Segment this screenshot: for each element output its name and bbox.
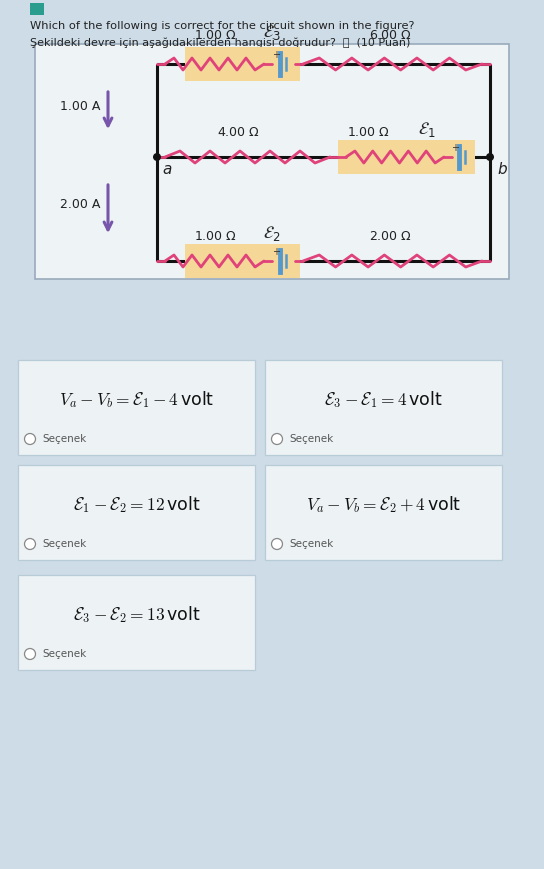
Text: Şekildeki devre için aşağıdakilerden hangisi doğrudur?  🖱  (10 Puan): Şekildeki devre için aşağıdakilerden han… (30, 37, 410, 48)
Bar (338, 140, 475, 174)
Text: $\mathcal{E}_2$: $\mathcal{E}_2$ (263, 224, 281, 243)
Text: 1.00 $\Omega$: 1.00 $\Omega$ (194, 230, 237, 243)
Circle shape (486, 153, 494, 161)
Text: $\mathcal{E}_3 - \mathcal{E}_1 = 4\,$volt: $\mathcal{E}_3 - \mathcal{E}_1 = 4\,$vol… (324, 389, 443, 410)
Circle shape (271, 434, 282, 445)
Text: Seçenek: Seçenek (42, 649, 86, 659)
Text: $V_a - V_b = \mathcal{E}_2 + 4\,$volt: $V_a - V_b = \mathcal{E}_2 + 4\,$volt (306, 494, 461, 515)
Bar (265, 465, 502, 560)
Text: a: a (162, 162, 171, 177)
Bar (35, 44, 509, 279)
Text: Seçenek: Seçenek (289, 539, 333, 549)
Text: $\mathcal{E}_1$: $\mathcal{E}_1$ (418, 120, 436, 139)
Text: 2.00 A: 2.00 A (60, 197, 100, 210)
Text: Seçenek: Seçenek (42, 434, 86, 444)
Text: 1.00 A: 1.00 A (60, 99, 100, 112)
Text: +: + (272, 247, 280, 257)
Text: 1.00 $\Omega$: 1.00 $\Omega$ (347, 126, 390, 139)
Text: Seçenek: Seçenek (289, 434, 333, 444)
Text: Which of the following is correct for the circuit shown in the figure?: Which of the following is correct for th… (30, 21, 415, 31)
Bar (18, 465, 255, 560)
Text: 1.00 $\Omega$: 1.00 $\Omega$ (194, 29, 237, 42)
Circle shape (271, 539, 282, 549)
Bar (185, 47, 300, 81)
Circle shape (24, 648, 35, 660)
Text: $V_a - V_b = \mathcal{E}_1 - 4\,$volt: $V_a - V_b = \mathcal{E}_1 - 4\,$volt (59, 389, 214, 410)
Bar (18, 575, 255, 670)
Bar (18, 360, 255, 455)
Text: 4.00 $\Omega$: 4.00 $\Omega$ (217, 126, 259, 139)
Bar (30, 3, 44, 15)
Text: $\mathcal{E}_3 - \mathcal{E}_2 = 13\,$volt: $\mathcal{E}_3 - \mathcal{E}_2 = 13\,$vo… (73, 605, 200, 626)
Circle shape (153, 153, 161, 161)
Text: b: b (497, 162, 506, 177)
Text: +: + (451, 143, 459, 153)
Text: +: + (272, 50, 280, 60)
Text: $\mathcal{E}_1 - \mathcal{E}_2 = 12\,$volt: $\mathcal{E}_1 - \mathcal{E}_2 = 12\,$vo… (73, 494, 200, 515)
Circle shape (24, 539, 35, 549)
Bar (265, 360, 502, 455)
Text: $\mathcal{E}_3$: $\mathcal{E}_3$ (263, 23, 281, 42)
Circle shape (24, 434, 35, 445)
Text: 2.00 $\Omega$: 2.00 $\Omega$ (368, 230, 411, 243)
Text: Seçenek: Seçenek (42, 539, 86, 549)
Bar (185, 244, 300, 278)
Text: 6.00 $\Omega$: 6.00 $\Omega$ (368, 29, 411, 42)
